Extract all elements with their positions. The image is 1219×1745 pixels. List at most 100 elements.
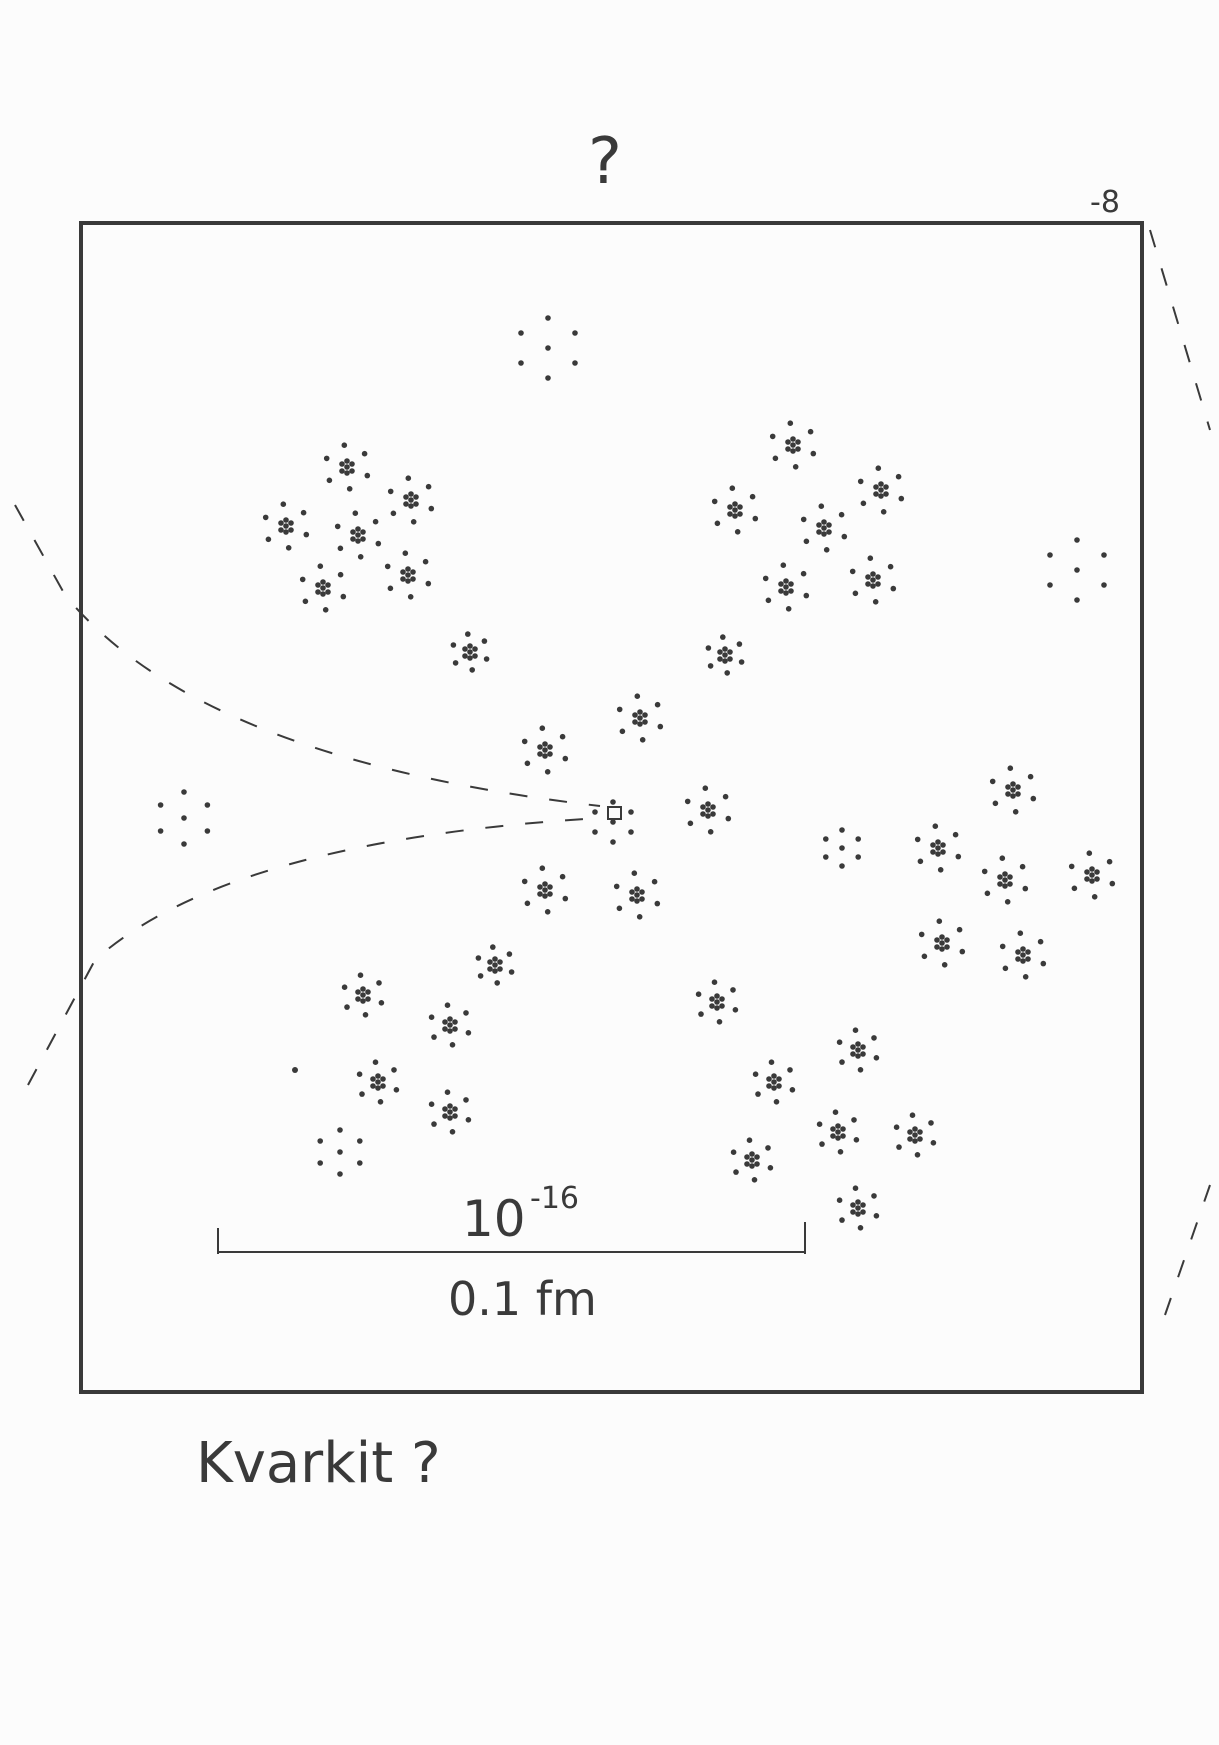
particle-dot <box>1015 784 1021 790</box>
particle-dot <box>350 536 356 542</box>
particle-dot <box>857 1067 864 1073</box>
particle-dot <box>772 455 779 462</box>
particle-dot <box>1071 885 1078 892</box>
central-box <box>607 806 622 820</box>
particle-dot <box>639 896 645 902</box>
particle-dot <box>375 540 382 547</box>
particle-dot <box>937 867 944 873</box>
particle-dot <box>823 854 829 860</box>
particle-dot <box>997 881 1003 887</box>
particle-dot <box>428 1014 435 1020</box>
particle-dot <box>428 1101 435 1107</box>
particle-dot <box>337 1127 343 1133</box>
particle-dot <box>349 461 355 467</box>
particle-dot <box>698 1011 704 1017</box>
particle-dot <box>447 1109 453 1115</box>
particle-dot <box>887 563 894 570</box>
particle-dot <box>1020 952 1026 958</box>
particle-dot <box>356 1071 363 1077</box>
particle-dot <box>483 656 490 662</box>
particle-dot <box>629 896 635 902</box>
particle-dot <box>472 653 478 659</box>
particle-dot <box>727 511 733 517</box>
particle-dot <box>204 828 211 834</box>
particle-dot <box>320 579 326 585</box>
particle-dot <box>999 943 1006 950</box>
particle-dot <box>654 701 661 708</box>
particle-dot <box>857 478 864 485</box>
particle-dot <box>800 516 807 523</box>
particle-dot <box>1022 885 1029 892</box>
particle-dot <box>870 583 876 589</box>
particle-dot <box>355 538 361 544</box>
particle-dot <box>790 448 796 454</box>
particle-dot <box>390 510 397 517</box>
particle-dot <box>705 801 711 807</box>
particle-dot <box>634 892 640 898</box>
particle-dot <box>559 873 566 880</box>
particle-dot <box>542 753 548 759</box>
particle-dot <box>839 863 845 869</box>
particle-dot <box>539 725 546 731</box>
particle-dot <box>840 1133 846 1139</box>
particle-dot <box>410 576 416 582</box>
particle-dot <box>405 566 411 572</box>
particle-dot <box>639 737 646 743</box>
particle-dot <box>405 578 411 584</box>
particle-dot <box>1010 787 1016 793</box>
particle-dot <box>810 450 817 457</box>
particle-dot <box>849 568 856 575</box>
particle-dot <box>838 511 845 518</box>
particle-dot <box>365 989 371 995</box>
particle-dot <box>714 993 720 999</box>
particle-dot <box>752 515 759 522</box>
particle-dot <box>795 446 801 452</box>
particle-dot <box>344 470 350 476</box>
particle-dot <box>400 569 406 575</box>
particle-dot <box>932 823 939 829</box>
particle-dot <box>787 420 794 427</box>
particle-dot <box>364 472 371 479</box>
particle-dot <box>934 944 940 950</box>
particle-dot <box>873 484 879 490</box>
particle-dot <box>370 1083 376 1089</box>
particle-dot <box>352 510 359 516</box>
particle-dot <box>754 1161 760 1167</box>
particle-dot <box>792 464 799 470</box>
particle-dot <box>860 1044 866 1050</box>
particle-dot <box>300 509 307 516</box>
particle-dot <box>365 996 371 1002</box>
particle-dot <box>444 1089 451 1095</box>
particle-dot <box>787 1067 793 1073</box>
particle-dot <box>816 529 822 535</box>
particle-dot <box>637 709 643 715</box>
particle-dot <box>1089 878 1095 884</box>
particle-dot <box>462 646 468 652</box>
particle-dot <box>181 841 187 847</box>
particle-dot <box>744 1161 750 1167</box>
particle-dot <box>521 738 528 745</box>
particle-dot <box>403 501 409 507</box>
particle-dot <box>722 646 728 652</box>
particle-dot <box>442 1026 448 1032</box>
particle-dot <box>1012 809 1019 815</box>
particle-dot <box>751 1177 758 1183</box>
particle-dot <box>1094 876 1100 882</box>
particle-dot <box>934 937 940 943</box>
particle-dot <box>572 330 578 336</box>
particle-dot <box>444 1002 451 1008</box>
particle-dot <box>917 1129 923 1135</box>
particle-dot <box>871 1193 877 1199</box>
particle-dot <box>497 966 503 972</box>
particle-dot <box>727 656 733 662</box>
particle-dot <box>705 813 711 819</box>
particle-dot <box>850 1051 856 1057</box>
particle-dot <box>1007 765 1014 771</box>
particle-dot <box>542 893 548 899</box>
particle-dot <box>592 809 598 815</box>
particle-dot <box>730 1149 737 1155</box>
particle-dot <box>323 455 330 462</box>
particle-dot <box>477 973 484 979</box>
particle-dot <box>442 1019 448 1025</box>
particle-dot <box>890 585 897 592</box>
